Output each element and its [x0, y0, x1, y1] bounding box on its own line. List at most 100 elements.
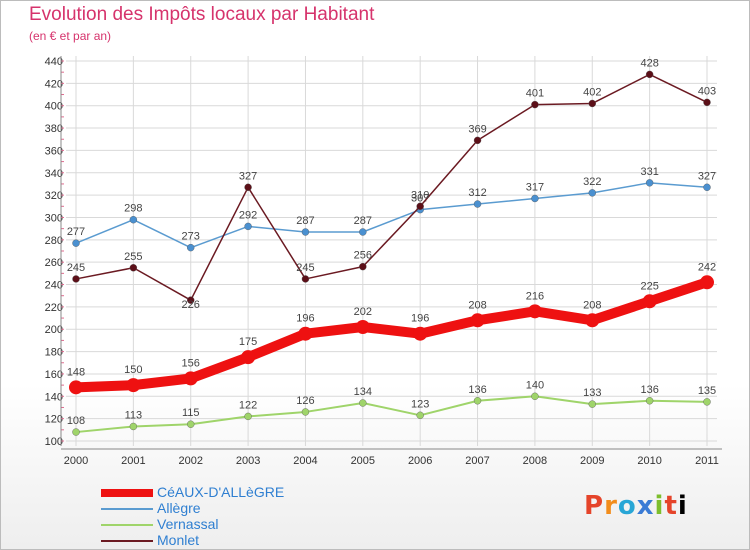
data-point-1	[187, 243, 195, 252]
y-tick-label: 200	[45, 324, 63, 336]
data-point-3	[473, 136, 482, 145]
data-point-1	[703, 183, 711, 191]
data-label-0: 208	[583, 299, 601, 311]
data-point-1	[359, 228, 367, 236]
data-point-1	[588, 189, 596, 197]
data-point-2	[359, 399, 367, 407]
x-tick-label: 2008	[523, 455, 547, 467]
x-tick-label: 2000	[64, 455, 88, 467]
data-point-1	[531, 194, 539, 203]
data-label-3: 226	[182, 299, 200, 311]
data-label-0: 175	[239, 336, 257, 348]
data-point-3	[129, 264, 138, 272]
data-label-3: 403	[698, 85, 716, 97]
data-point-0	[470, 313, 485, 328]
legend-label-0: CéAUX-D'ALLèGRE	[157, 484, 285, 500]
y-tick-label: 100	[45, 436, 63, 448]
chart-subtitle: (en € et par an)	[29, 29, 112, 43]
legend-swatch-2	[101, 524, 153, 526]
y-tick-label: 120	[45, 414, 63, 426]
data-point-0	[585, 313, 600, 328]
data-point-3	[531, 100, 539, 109]
data-label-2: 115	[182, 407, 200, 419]
data-label-2: 135	[698, 385, 716, 397]
data-label-0: 208	[468, 299, 486, 311]
data-point-0	[241, 350, 256, 365]
data-label-3: 255	[124, 251, 142, 263]
legend-label-2: Vernassal	[157, 516, 219, 532]
data-point-3	[703, 98, 711, 107]
data-label-1: 277	[67, 226, 85, 238]
data-label-1: 312	[468, 187, 486, 199]
x-tick-label: 2003	[236, 455, 260, 467]
data-label-2: 136	[468, 384, 486, 396]
data-point-0	[126, 378, 141, 393]
data-label-0: 216	[526, 290, 544, 302]
data-point-2	[588, 400, 596, 408]
series-line-2	[75, 395, 708, 434]
data-point-0	[413, 326, 428, 341]
data-point-3	[588, 99, 596, 108]
data-label-0: 156	[182, 357, 200, 369]
data-label-3: 256	[354, 250, 372, 262]
data-point-2	[129, 422, 138, 431]
data-point-2	[416, 411, 424, 419]
x-tick-label: 2007	[465, 455, 489, 467]
data-label-3: 402	[583, 86, 601, 98]
data-label-1: 317	[526, 181, 544, 193]
x-tick-label: 2010	[637, 455, 661, 467]
data-label-2: 113	[125, 409, 143, 421]
data-label-2: 133	[583, 387, 601, 399]
x-tick-label: 2006	[408, 455, 432, 467]
data-label-1: 287	[354, 215, 372, 227]
y-tick-label: 160	[45, 369, 63, 381]
chart-title: Evolution des Impôts locaux par Habitant	[29, 4, 375, 25]
y-tick-label: 280	[45, 235, 63, 247]
data-label-2: 126	[296, 395, 314, 407]
data-point-2	[645, 397, 654, 405]
data-label-1: 327	[698, 170, 716, 182]
y-tick-label: 260	[45, 257, 63, 269]
series-line-3	[75, 73, 708, 301]
x-tick-label: 2005	[351, 455, 375, 467]
data-point-3	[72, 275, 80, 283]
data-point-2	[531, 392, 539, 400]
data-label-0: 202	[354, 306, 372, 318]
data-point-1	[645, 179, 654, 187]
x-tick-label: 2002	[178, 455, 202, 467]
data-point-0	[355, 320, 370, 334]
legend-label-3: Monlet	[157, 532, 200, 548]
data-point-0	[183, 371, 198, 386]
x-tick-label: 2004	[293, 455, 317, 467]
data-point-1	[244, 222, 252, 231]
data-label-3: 401	[526, 88, 544, 100]
data-point-2	[244, 412, 252, 421]
data-label-2: 108	[67, 415, 85, 427]
y-tick-label: 340	[45, 168, 63, 180]
y-tick-label: 380	[45, 123, 63, 135]
data-point-2	[72, 428, 80, 436]
data-point-1	[129, 216, 138, 224]
legend-swatch-1	[101, 508, 153, 510]
legend-swatch-0	[101, 489, 153, 497]
y-tick-label: 240	[45, 280, 63, 292]
data-point-1	[301, 228, 310, 236]
data-label-3: 245	[67, 262, 85, 274]
y-tick-label: 420	[45, 78, 63, 90]
data-point-0	[700, 275, 714, 290]
legend-swatch-3	[101, 540, 153, 542]
data-point-0	[642, 294, 657, 309]
data-label-1: 298	[124, 203, 142, 215]
data-label-3: 245	[296, 262, 314, 274]
data-label-2: 134	[354, 386, 372, 398]
x-tick-label: 2009	[580, 455, 604, 467]
y-tick-label: 400	[45, 101, 63, 113]
series-line-1	[75, 182, 708, 249]
y-tick-label: 300	[45, 212, 63, 224]
data-label-1: 273	[182, 231, 200, 243]
legend-label-1: Allègre	[157, 500, 201, 516]
data-point-2	[187, 420, 195, 428]
data-point-3	[645, 70, 654, 79]
data-label-0: 225	[640, 280, 658, 292]
